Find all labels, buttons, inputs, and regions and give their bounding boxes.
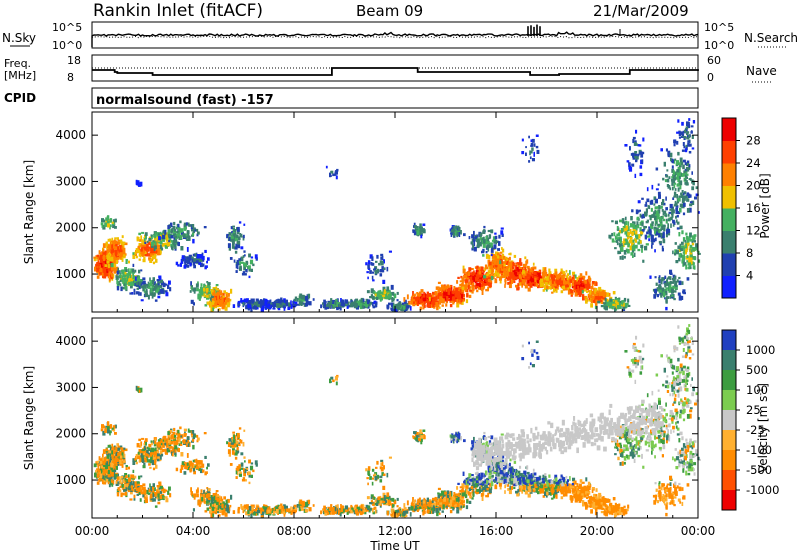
power-cbar-tick: 4 xyxy=(746,269,753,283)
noise-right-label: N.Search xyxy=(744,31,798,45)
power-data xyxy=(93,118,701,313)
velocity-xtick-label: 04:00 xyxy=(176,524,211,538)
freq-panel: Freq. [MHz] 18 8 60 0 Nave xyxy=(4,54,777,84)
freq-label-2: [MHz] xyxy=(4,69,36,82)
velocity-xtick-label: 00:00 xyxy=(681,524,716,538)
vel-cbar-tick: -500 xyxy=(746,463,772,477)
power-ytick-label: 4000 xyxy=(55,128,86,142)
vel-cbar-tick: 1000 xyxy=(746,343,775,357)
power-panel: 1000 2000 3000 4000 Slant Range [km] xyxy=(22,111,701,313)
power-ytick-label: 1000 xyxy=(55,267,86,281)
noise-tick-top-right: 10^5 xyxy=(704,21,734,34)
noise-sky-line xyxy=(91,31,699,47)
power-colorbar: 4 8 12 16 20 24 28 xyxy=(721,117,761,299)
velocity-xtick-label: 16:00 xyxy=(479,524,514,538)
nave-tick-top: 60 xyxy=(707,54,721,67)
beam-title: Beam 09 xyxy=(356,2,423,20)
power-cbar-tick: 8 xyxy=(746,246,753,260)
vel-cbar-tick: 100 xyxy=(746,383,768,397)
vel-cbar-tick: 500 xyxy=(746,363,768,377)
noise-search-line xyxy=(91,35,699,39)
power-ytick-label: 3000 xyxy=(55,174,86,188)
date-title: 21/Mar/2009 xyxy=(593,2,689,20)
power-colorbar-label: Power [dB] xyxy=(758,173,772,238)
noise-tick-top-left: 10^5 xyxy=(52,21,82,34)
freq-tick-bottom: 8 xyxy=(67,71,74,84)
noise-panel: N.Sky 10^5 10^0 10^5 10^0 N.Search xyxy=(2,21,798,52)
noise-tick-bottom-right: 10^0 xyxy=(704,39,734,52)
noise-tick-bottom-left: 10^0 xyxy=(52,39,82,52)
power-cbar-tick: 28 xyxy=(746,134,761,148)
nave-tick-bottom: 0 xyxy=(707,71,714,84)
velocity-colorbar-label: Velocity [m s-1] xyxy=(756,383,770,473)
power-ylabel: Slant Range [km] xyxy=(22,160,36,264)
freq-tick-top: 18 xyxy=(67,54,81,67)
velocity-xtick-label: 20:00 xyxy=(580,524,615,538)
velocity-ytick-label: 1000 xyxy=(55,473,86,487)
velocity-ytick-label: 3000 xyxy=(55,380,86,394)
vel-cbar-tick: -100 xyxy=(746,443,772,457)
velocity-xtick-label: 00:00 xyxy=(75,524,110,538)
cpid-label: CPID xyxy=(4,91,36,105)
power-cbar-tick: 24 xyxy=(746,156,761,170)
velocity-colorbar: 1000 500 100 25 -25 -100 -500 -1000 xyxy=(721,329,779,511)
velocity-xtick-label: 08:00 xyxy=(277,524,312,538)
vel-cbar-tick: -25 xyxy=(746,423,765,437)
power-ytick-label: 2000 xyxy=(55,221,86,235)
xaxis-label: Time UT xyxy=(369,539,420,553)
vel-cbar-tick: 25 xyxy=(746,403,761,417)
velocity-xtick-label: 12:00 xyxy=(378,524,413,538)
freq-line xyxy=(92,67,699,76)
velocity-data xyxy=(93,324,701,519)
freq-label-1: Freq. xyxy=(4,57,31,70)
velocity-ytick-label: 4000 xyxy=(55,334,86,348)
power-cbar-tick: 20 xyxy=(746,179,761,193)
noise-left-label: N.Sky xyxy=(2,31,36,45)
velocity-panel: 1000 2000 3000 4000 00:00 04:00 08:00 12:00 16:… xyxy=(22,317,716,553)
velocity-ylabel: Slant Range [km] xyxy=(22,366,36,470)
nave-label: Nave xyxy=(746,64,777,78)
velocity-ytick-label: 2000 xyxy=(55,427,86,441)
cpid-value: normalsound (fast) -157 xyxy=(96,93,274,108)
power-cbar-tick: 12 xyxy=(746,224,761,238)
power-cbar-tick: 16 xyxy=(746,201,761,215)
station-title: Rankin Inlet (fitACF) xyxy=(93,1,263,21)
vel-cbar-tick: -1000 xyxy=(746,483,779,497)
